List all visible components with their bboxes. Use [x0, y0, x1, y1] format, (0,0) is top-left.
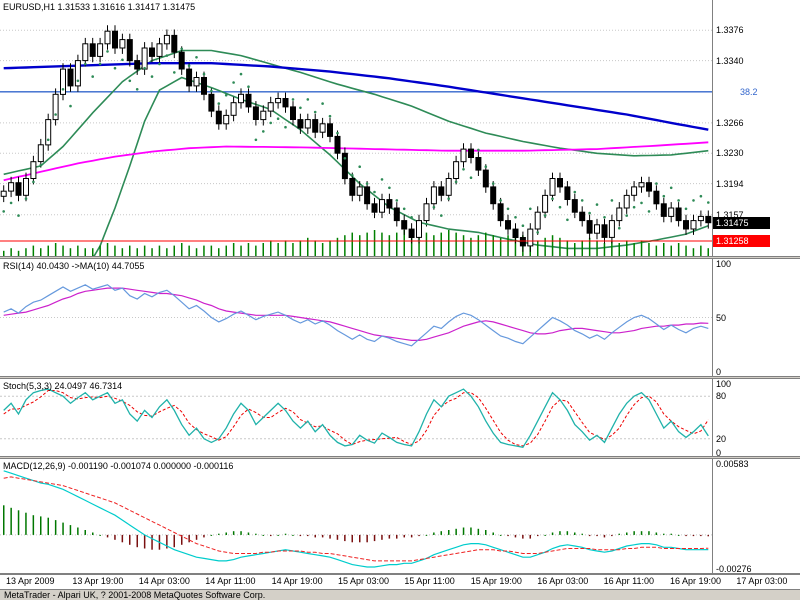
pane-separator[interactable]: [0, 256, 800, 259]
time-axis-label: 14 Apr 03:00: [138, 576, 190, 586]
time-axis-label: 14 Apr 11:00: [205, 576, 256, 586]
time-axis-label: 16 Apr 19:00: [670, 576, 722, 586]
price-chart-canvas[interactable]: [0, 0, 800, 256]
pane-separator[interactable]: [0, 376, 800, 379]
macd-canvas[interactable]: [0, 459, 800, 573]
indicator-axis-label: 0: [716, 367, 722, 377]
time-axis-label: 13 Apr 2009: [6, 576, 55, 586]
price-axis-label: 1.3157: [716, 209, 744, 220]
macd-label: MACD(12,26,9) -0.001190 -0.001074 0.0000…: [3, 461, 234, 471]
price-axis-label: 1.3376: [716, 25, 744, 36]
indicator-axis-label: 100: [716, 259, 732, 269]
stochastic-pane: Stoch(5,3,3) 24.0497 46.7314 100 80 20 0: [0, 379, 800, 458]
time-axis-label: 15 Apr 03:00: [338, 576, 390, 586]
fib-382-label: 38.2: [740, 86, 758, 97]
bid-price-box: 1.31258: [713, 235, 770, 247]
time-axis-label: 14 Apr 19:00: [271, 576, 323, 586]
status-text: MetaTrader - Alpari UK, ? 2001-2008 Meta…: [4, 590, 266, 600]
status-bar: MetaTrader - Alpari UK, ? 2001-2008 Meta…: [0, 589, 800, 600]
price-axis-label: 1.3230: [716, 148, 744, 159]
macd-pane: MACD(12,26,9) -0.001190 -0.001074 0.0000…: [0, 459, 800, 574]
rsi-label: RSI(14) 40.0430 ->MA(10) 44.7055: [3, 261, 145, 271]
price-axis-label: 1.3340: [716, 55, 744, 66]
time-axis-label: 15 Apr 11:00: [404, 576, 455, 586]
time-axis-label: 17 Apr 03:00: [736, 576, 788, 586]
indicator-axis-label: 0: [716, 448, 722, 458]
indicator-axis-label: 0.00583: [716, 459, 749, 469]
price-axis-label: 1.3194: [716, 178, 744, 189]
time-axis-label: 13 Apr 19:00: [72, 576, 124, 586]
indicator-axis-label: 20: [716, 433, 727, 444]
stochastic-label: Stoch(5,3,3) 24.0497 46.7314: [3, 381, 123, 391]
rsi-canvas[interactable]: [0, 259, 800, 376]
time-axis-label: 16 Apr 11:00: [603, 576, 654, 586]
pane-separator[interactable]: [0, 456, 800, 459]
time-axis-separator: [0, 573, 800, 575]
rsi-pane: RSI(14) 40.0430 ->MA(10) 44.7055 100 50 0: [0, 259, 800, 377]
indicator-axis-label: 100: [716, 379, 732, 389]
time-axis-label: 16 Apr 03:00: [537, 576, 589, 586]
last-price-box: 1.31475: [713, 216, 770, 229]
indicator-axis-label: -0.00276: [716, 564, 752, 574]
indicator-axis-label: 50: [716, 312, 727, 323]
price-axis-label: 1.3266: [716, 117, 744, 128]
chart-title-ohlc: EURUSD,H1 1.31533 1.31616 1.31417 1.3147…: [3, 2, 196, 12]
indicator-axis-label: 80: [716, 391, 727, 402]
time-axis-label: 15 Apr 19:00: [470, 576, 522, 586]
main-chart-pane: EURUSD,H1 1.31533 1.31616 1.31417 1.3147…: [0, 0, 800, 256]
stochastic-canvas[interactable]: [0, 379, 800, 456]
time-axis[interactable]: 13 Apr 2009 13 Apr 19:00 14 Apr 03:00 14 Ap…: [0, 575, 800, 589]
